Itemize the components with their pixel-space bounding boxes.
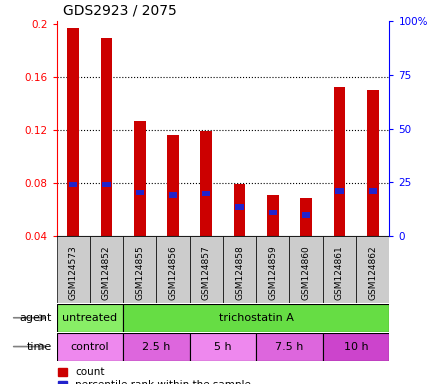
- Bar: [102, 182, 110, 187]
- Bar: [233, 184, 245, 236]
- Text: trichostatin A: trichostatin A: [218, 313, 293, 323]
- Text: GSM124856: GSM124856: [168, 245, 177, 300]
- Bar: [335, 189, 343, 194]
- Text: GSM124862: GSM124862: [367, 245, 376, 300]
- FancyBboxPatch shape: [223, 236, 256, 303]
- Bar: [167, 135, 178, 236]
- Text: 2.5 h: 2.5 h: [142, 342, 170, 352]
- Bar: [366, 90, 378, 236]
- FancyBboxPatch shape: [123, 333, 189, 361]
- Text: GSM124855: GSM124855: [135, 245, 144, 300]
- Text: GSM124857: GSM124857: [201, 245, 210, 300]
- Bar: [301, 212, 309, 218]
- Bar: [333, 88, 345, 236]
- FancyBboxPatch shape: [56, 333, 123, 361]
- Bar: [235, 204, 243, 210]
- Bar: [135, 190, 144, 195]
- FancyBboxPatch shape: [322, 236, 355, 303]
- Text: GSM124852: GSM124852: [102, 245, 111, 300]
- Text: GSM124859: GSM124859: [268, 245, 277, 300]
- Text: 5 h: 5 h: [214, 342, 231, 352]
- FancyBboxPatch shape: [189, 333, 256, 361]
- FancyBboxPatch shape: [56, 236, 90, 303]
- Bar: [368, 189, 376, 194]
- Bar: [266, 195, 278, 236]
- Text: untreated: untreated: [62, 313, 117, 323]
- Bar: [100, 38, 112, 236]
- Text: agent: agent: [20, 313, 52, 323]
- Bar: [69, 182, 77, 187]
- FancyBboxPatch shape: [56, 304, 123, 332]
- Text: 10 h: 10 h: [343, 342, 368, 352]
- Text: GSM124858: GSM124858: [234, 245, 243, 300]
- FancyBboxPatch shape: [355, 236, 388, 303]
- Bar: [200, 131, 212, 236]
- FancyBboxPatch shape: [256, 236, 289, 303]
- Bar: [299, 198, 311, 236]
- Text: GSM124860: GSM124860: [301, 245, 310, 300]
- Text: GSM124573: GSM124573: [69, 245, 78, 300]
- Bar: [67, 28, 79, 236]
- FancyBboxPatch shape: [322, 333, 388, 361]
- FancyBboxPatch shape: [123, 304, 388, 332]
- Legend: count, percentile rank within the sample: count, percentile rank within the sample: [57, 366, 251, 384]
- Bar: [202, 191, 210, 196]
- Text: GSM124861: GSM124861: [334, 245, 343, 300]
- Text: control: control: [70, 342, 109, 352]
- Bar: [268, 210, 276, 215]
- FancyBboxPatch shape: [289, 236, 322, 303]
- FancyBboxPatch shape: [189, 236, 223, 303]
- FancyBboxPatch shape: [123, 236, 156, 303]
- Text: GDS2923 / 2075: GDS2923 / 2075: [63, 3, 177, 17]
- FancyBboxPatch shape: [256, 333, 322, 361]
- FancyBboxPatch shape: [90, 236, 123, 303]
- Text: 7.5 h: 7.5 h: [275, 342, 303, 352]
- Text: time: time: [27, 342, 52, 352]
- Bar: [134, 121, 145, 236]
- FancyBboxPatch shape: [156, 236, 189, 303]
- Bar: [168, 192, 177, 198]
